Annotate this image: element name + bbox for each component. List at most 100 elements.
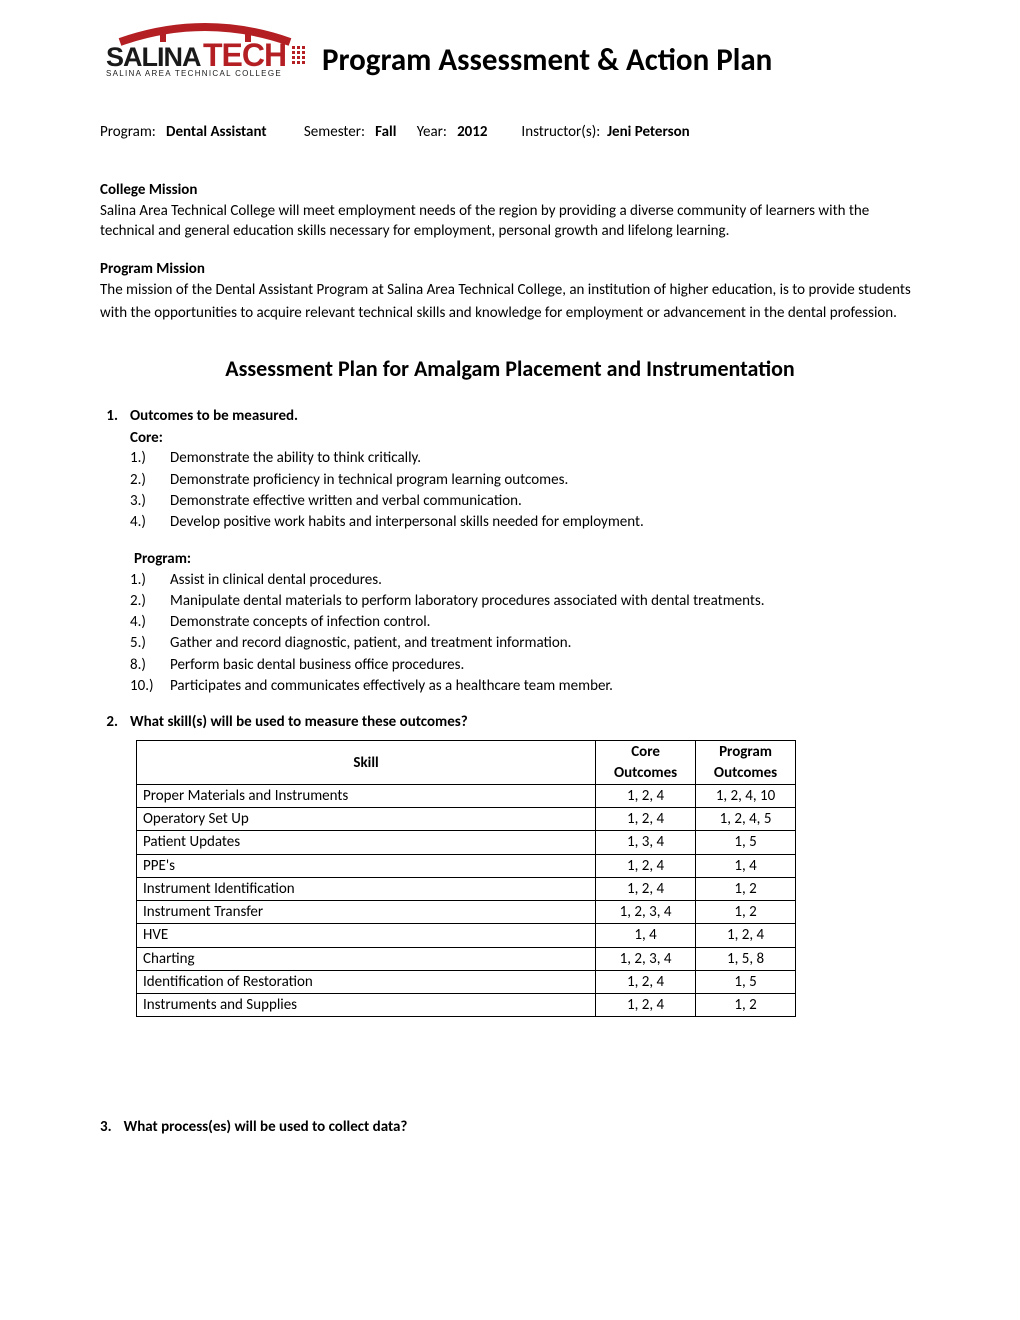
- plan-title: Assessment Plan for Amalgam Placement an…: [100, 354, 920, 384]
- instructor-label: Instructor(s):: [521, 123, 600, 141]
- document-title: Program Assessment & Action Plan: [322, 40, 772, 82]
- cell-core: 1, 2, 4: [596, 808, 696, 831]
- cell-core: 1, 2, 4: [596, 877, 696, 900]
- th-program: Program Outcomes: [696, 741, 796, 785]
- cell-core: 1, 2, 4: [596, 854, 696, 877]
- list-item-text: Manipulate dental materials to perform l…: [170, 591, 765, 611]
- list-item-text: Assist in clinical dental procedures.: [170, 570, 382, 590]
- list-item: 1.)Demonstrate the ability to think crit…: [130, 448, 920, 468]
- semester-label: Semester:: [304, 123, 365, 141]
- college-mission-heading: College Mission: [100, 180, 920, 200]
- cell-skill: Patient Updates: [137, 831, 596, 854]
- cell-program: 1, 2: [696, 994, 796, 1017]
- cell-skill: Instruments and Supplies: [137, 994, 596, 1017]
- q3-heading: What process(es) will be used to collect…: [124, 1117, 408, 1137]
- program-mission-text: The mission of the Dental Assistant Prog…: [100, 279, 920, 324]
- program-mission: Program Mission The mission of the Denta…: [100, 259, 920, 324]
- program-meta: Program: Dental Assistant Semester: Fall…: [100, 122, 920, 142]
- document-header: SALINA TECH SALINA AREA TECHNICAL COLLEG…: [100, 20, 920, 82]
- skills-table: Skill Core Outcomes Program Outcomes Pro…: [136, 740, 796, 1017]
- cell-skill: Instrument Transfer: [137, 901, 596, 924]
- svg-text:TECH: TECH: [203, 37, 286, 73]
- college-mission-text: Salina Area Technical College will meet …: [100, 201, 920, 242]
- list-item-text: Demonstrate proficiency in technical pro…: [170, 470, 568, 490]
- program-outcomes-list: 1.) Assist in clinical dental procedures…: [130, 570, 920, 697]
- table-row: Proper Materials and Instruments1, 2, 41…: [137, 784, 796, 807]
- college-mission: College Mission Salina Area Technical Co…: [100, 180, 920, 241]
- q3-number: 3.: [100, 1117, 112, 1137]
- q2-number: 2.: [100, 712, 118, 732]
- list-item-text: Develop positive work habits and interpe…: [170, 512, 644, 532]
- q2-heading-row: 2. What skill(s) will be used to measure…: [100, 712, 920, 732]
- cell-program: 1, 5: [696, 970, 796, 993]
- list-item-text: Perform basic dental business office pro…: [170, 655, 464, 675]
- list-item-number: 1.): [130, 570, 164, 590]
- list-item-number: 10.): [130, 676, 164, 696]
- list-item: 1.) Assist in clinical dental procedures…: [130, 570, 920, 590]
- cell-program: 1, 5: [696, 831, 796, 854]
- list-item-number: 4.): [130, 612, 164, 632]
- cell-skill: PPE's: [137, 854, 596, 877]
- table-row: Charting1, 2, 3, 41, 5, 8: [137, 947, 796, 970]
- q3-heading-row: 3. What process(es) will be used to coll…: [100, 1117, 920, 1137]
- cell-core: 1, 2, 4: [596, 994, 696, 1017]
- cell-core: 1, 3, 4: [596, 831, 696, 854]
- program-label: Program:: [100, 123, 156, 141]
- cell-core: 1, 2, 3, 4: [596, 901, 696, 924]
- table-row: Operatory Set Up1, 2, 41, 2, 4, 5: [137, 808, 796, 831]
- cell-program: 1, 2, 4: [696, 924, 796, 947]
- table-row: HVE1, 41, 2, 4: [137, 924, 796, 947]
- cell-program: 1, 2, 4, 5: [696, 808, 796, 831]
- cell-core: 1, 2, 4: [596, 970, 696, 993]
- list-item-number: 4.): [130, 512, 164, 532]
- cell-program: 1, 2, 4, 10: [696, 784, 796, 807]
- list-item-text: Gather and record diagnostic, patient, a…: [170, 633, 571, 653]
- list-item-number: 3.): [130, 491, 164, 511]
- svg-text:SALINA: SALINA: [106, 42, 201, 72]
- q1-heading: Outcomes to be measured.: [130, 406, 298, 426]
- cell-core: 1, 2, 4: [596, 784, 696, 807]
- instructor-value: Jeni Peterson: [607, 123, 690, 141]
- list-item: 2.) Manipulate dental materials to perfor…: [130, 591, 920, 611]
- program-value: Dental Assistant: [166, 123, 267, 141]
- core-outcomes-list: 1.)Demonstrate the ability to think crit…: [130, 448, 920, 532]
- q1-heading-row: 1. Outcomes to be measured.: [100, 406, 920, 426]
- table-row: Instrument Identification1, 2, 41, 2: [137, 877, 796, 900]
- q2-heading: What skill(s) will be used to measure th…: [130, 712, 468, 732]
- cell-program: 1, 4: [696, 854, 796, 877]
- table-row: Instruments and Supplies1, 2, 41, 2: [137, 994, 796, 1017]
- q1-number: 1.: [100, 406, 118, 426]
- cell-skill: Identification of Restoration: [137, 970, 596, 993]
- list-item: 2.) Demonstrate proficiency in technical …: [130, 470, 920, 490]
- th-core: Core Outcomes: [596, 741, 696, 785]
- cell-skill: Instrument Identification: [137, 877, 596, 900]
- cell-skill: Operatory Set Up: [137, 808, 596, 831]
- list-item: 3.) Demonstrate effective written and ver…: [130, 491, 920, 511]
- semester-value: Fall: [375, 123, 396, 141]
- year-label: Year:: [417, 123, 447, 141]
- table-row: Identification of Restoration1, 2, 41, 5: [137, 970, 796, 993]
- cell-program: 1, 2: [696, 877, 796, 900]
- table-row: Instrument Transfer1, 2, 3, 41, 2: [137, 901, 796, 924]
- th-skill: Skill: [137, 741, 596, 785]
- list-item-text: Demonstrate effective written and verbal…: [170, 491, 522, 511]
- table-row: PPE's1, 2, 41, 4: [137, 854, 796, 877]
- salinatech-logo: SALINA TECH SALINA AREA TECHNICAL COLLEG…: [100, 20, 310, 82]
- cell-skill: Charting: [137, 947, 596, 970]
- cell-skill: Proper Materials and Instruments: [137, 784, 596, 807]
- list-item: 10.)Participates and communicates effect…: [130, 676, 920, 696]
- cell-core: 1, 2, 3, 4: [596, 947, 696, 970]
- list-item: 4.)Demonstrate concepts of infection con…: [130, 612, 920, 632]
- cell-program: 1, 2: [696, 901, 796, 924]
- year-value: 2012: [457, 123, 487, 141]
- list-item-number: 2.): [130, 470, 164, 490]
- logo: SALINA TECH SALINA AREA TECHNICAL COLLEG…: [100, 20, 310, 82]
- program-mission-heading: Program Mission: [100, 259, 920, 279]
- list-item-number: 2.): [130, 591, 164, 611]
- list-item-number: 5.): [130, 633, 164, 653]
- list-item: 5.) Gather and record diagnostic, patient…: [130, 633, 920, 653]
- cell-core: 1, 4: [596, 924, 696, 947]
- list-item-text: Demonstrate the ability to think critica…: [170, 448, 421, 468]
- core-label: Core:: [130, 428, 920, 448]
- list-item: 8.)Perform basic dental business office …: [130, 655, 920, 675]
